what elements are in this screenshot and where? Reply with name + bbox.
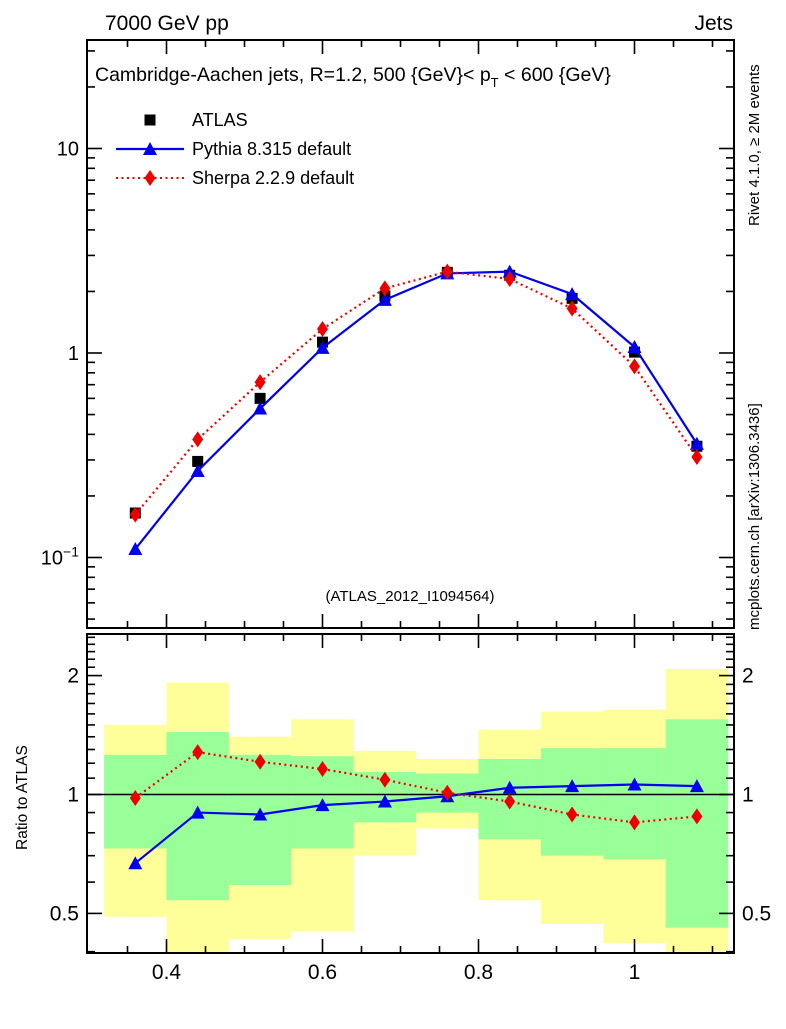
pythia-point	[565, 287, 580, 301]
pythia-ratio-point	[315, 798, 330, 812]
green-uncertainty-band	[603, 748, 666, 860]
ratio-data-layer	[128, 744, 704, 870]
plot-title: Cambridge-Aachen jets, R=1.2, 500 {GeV}<…	[95, 64, 611, 90]
ratio-axis-title: Ratio to ATLAS	[14, 745, 31, 850]
pythia-ratio-point	[377, 794, 392, 808]
x-tick-label: 1	[629, 961, 641, 984]
main-data-layer	[128, 263, 704, 556]
legend-label-pythia: Pythia 8.315 default	[192, 139, 351, 159]
sherpa-ratio-point	[691, 808, 703, 825]
legend-label-sherpa: Sherpa 2.2.9 default	[192, 168, 354, 188]
legend-item-sherpa: Sherpa 2.2.9 default	[116, 168, 354, 188]
sherpa-ratio-point	[504, 793, 516, 810]
main-y-tick-label: 10	[57, 139, 79, 161]
pythia-point	[128, 542, 143, 556]
sherpa-point	[317, 321, 328, 338]
sherpa-ratio-point	[629, 814, 640, 831]
panel-frame	[86, 39, 735, 629]
uncertainty-bands	[87, 668, 734, 953]
pythia-ratio-point	[689, 779, 704, 793]
sherpa-point	[254, 374, 266, 391]
panel-frame	[86, 633, 735, 954]
sherpa-ratio-point	[441, 784, 453, 801]
atlas-point	[254, 392, 266, 404]
header-beam-label: 7000 GeV pp	[105, 12, 229, 35]
sherpa-ratio-point	[192, 744, 204, 761]
pythia-ratio-point	[253, 807, 268, 821]
pythia-point	[315, 340, 330, 354]
ratio-y-tick-label: 2	[67, 665, 79, 688]
pythia-point	[627, 339, 642, 353]
sherpa-point	[691, 449, 703, 466]
pythia-point	[377, 292, 392, 306]
sherpa-point	[129, 506, 141, 523]
ratio-y-tick-label: 1	[67, 784, 79, 807]
pythia-point	[190, 463, 205, 477]
sherpa-line	[134, 270, 698, 516]
pythia-ratio-point	[128, 856, 143, 870]
green-uncertainty-band	[540, 748, 604, 856]
pythia-ratio-point	[502, 780, 517, 794]
main-y-tick-label: 10−1	[41, 544, 79, 570]
sherpa-point	[504, 271, 516, 288]
pythia-point	[689, 436, 704, 450]
axis-tick-labels: 0.4 0.6 0.8 1 10 1 10−1 2 2 1 1 0.5 0.5	[41, 139, 771, 985]
pythia-line	[134, 270, 698, 550]
sherpa-ratio-line	[134, 750, 698, 824]
pythia-point	[253, 401, 268, 415]
pythia-triangle-marker-icon	[143, 142, 157, 155]
panel-frames	[86, 39, 735, 954]
sherpa-point	[566, 300, 578, 317]
pythia-ratio-point	[565, 779, 580, 793]
ratio-y-tick-label-right: 1	[742, 784, 754, 807]
axis-ticks	[87, 40, 734, 953]
sherpa-ratio-point	[317, 761, 328, 778]
sherpa-ratio-point	[379, 771, 391, 788]
main-y-tick-label: 1	[68, 343, 79, 365]
legend: ATLAS Pythia 8.315 default Sherpa 2.2.9 …	[116, 110, 354, 188]
sherpa-point	[192, 431, 204, 448]
ratio-y-tick-label-right: 0.5	[742, 902, 771, 925]
legend-label-atlas: ATLAS	[192, 110, 248, 130]
ratio-y-tick-label: 0.5	[50, 902, 79, 925]
atlas-square-marker-icon	[144, 114, 156, 126]
pythia-ratio-point	[627, 777, 642, 791]
rivet-version-label: Rivet 4.1.0, ≥ 2M events	[746, 64, 763, 226]
sherpa-point	[629, 358, 640, 375]
legend-item-pythia: Pythia 8.315 default	[116, 139, 351, 159]
pythia-ratio-point	[190, 805, 205, 819]
mcplots-arxiv-label: mcplots.cern.ch [arXiv:1306.3436]	[746, 403, 763, 630]
sherpa-ratio-point	[129, 789, 141, 806]
sherpa-point	[379, 280, 391, 297]
header-analysis-label: Jets	[694, 12, 733, 35]
legend-item-atlas: ATLAS	[144, 110, 248, 130]
sherpa-ratio-point	[254, 753, 266, 770]
sherpa-point	[441, 263, 453, 280]
atlas-point	[192, 455, 204, 467]
x-tick-label: 0.4	[152, 961, 182, 984]
x-tick-label: 0.6	[308, 961, 337, 984]
sherpa-ratio-point	[566, 806, 578, 823]
watermark-analysis-id: (ATLAS_2012_I1094564)	[325, 588, 494, 605]
pythia-ratio-line	[134, 783, 697, 865]
x-tick-label: 0.8	[464, 961, 493, 984]
sherpa-diamond-marker-icon	[144, 170, 156, 186]
ratio-y-tick-label-right: 2	[742, 665, 754, 688]
